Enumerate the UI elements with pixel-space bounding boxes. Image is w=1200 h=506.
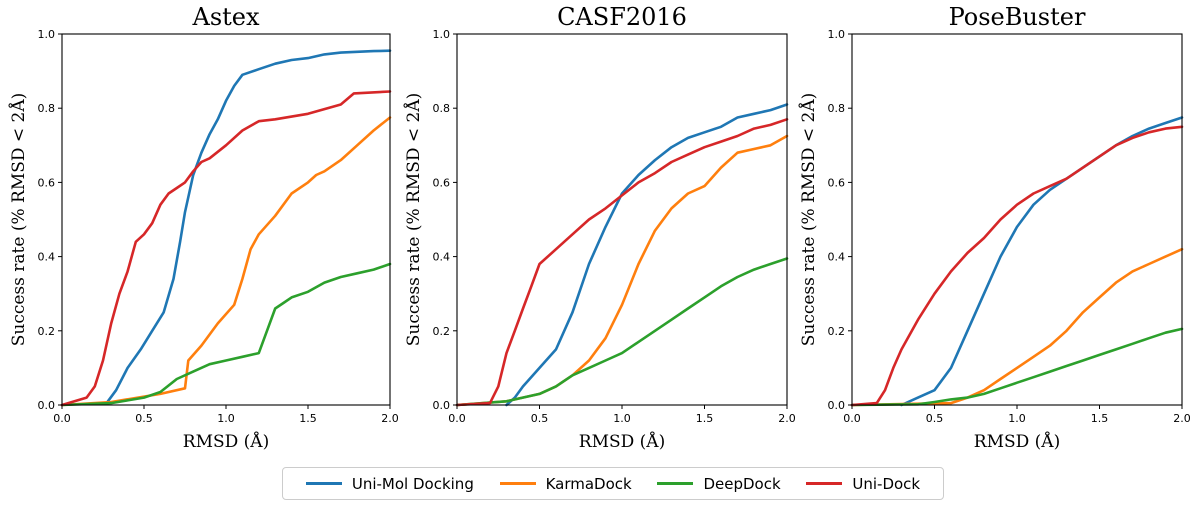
- x-tick-label: 0.5: [135, 412, 153, 425]
- y-axis-label: Success rate (% RMSD < 2Å): [798, 93, 819, 347]
- legend-label: Uni-Mol Docking: [351, 474, 474, 493]
- x-axis-label: RMSD (Å): [183, 431, 269, 452]
- plot-frame: [456, 33, 788, 406]
- x-tick-label: 0.0: [448, 412, 466, 425]
- x-tick-label: 1.0: [217, 412, 235, 425]
- y-tick-label: 0.4: [828, 251, 846, 264]
- series-line-uni-mol-docking: [505, 103, 789, 407]
- y-tick-label: 0.0: [433, 399, 451, 412]
- y-tick-label: 0.0: [828, 399, 846, 412]
- legend-label: KarmaDock: [545, 474, 632, 493]
- y-tick-label: 0.8: [828, 102, 846, 115]
- y-tick-label: 1.0: [828, 28, 846, 41]
- series-line-uni-dock: [850, 125, 1184, 407]
- legend-item-karmadock: KarmaDock: [499, 474, 632, 493]
- x-tick-label: 0.0: [843, 412, 861, 425]
- y-tick-label: 0.4: [38, 251, 56, 264]
- x-tick-label: 0.0: [53, 412, 71, 425]
- y-axis-label: Success rate (% RMSD < 2Å): [8, 93, 29, 347]
- y-tick-label: 0.6: [828, 176, 846, 189]
- x-tick-label: 2.0: [778, 412, 796, 425]
- y-tick-label: 0.4: [433, 251, 451, 264]
- x-tick-label: 2.0: [1173, 412, 1191, 425]
- y-tick-label: 0.2: [433, 325, 451, 338]
- legend-label: Uni-Dock: [852, 474, 921, 493]
- y-tick-label: 1.0: [433, 28, 451, 41]
- legend-swatch-karmadock: [499, 482, 536, 485]
- x-tick-label: 1.5: [696, 412, 714, 425]
- y-tick-label: 1.0: [38, 28, 56, 41]
- series-line-karmadock: [850, 247, 1184, 407]
- chart-title: CASF2016: [557, 3, 687, 31]
- legend-label: DeepDock: [703, 474, 781, 493]
- legend-item-uni-dock: Uni-Dock: [806, 475, 920, 493]
- series-line-deepdock: [455, 257, 789, 407]
- chart-title: Astex: [191, 3, 259, 31]
- y-tick-label: 0.2: [38, 325, 56, 338]
- y-tick-label: 0.2: [828, 325, 846, 338]
- legend-swatch-uni-mol-docking: [305, 482, 342, 485]
- legend-swatch-deepdock: [657, 482, 694, 485]
- y-axis-label: Success rate (% RMSD < 2Å): [403, 93, 424, 347]
- series-line-deepdock: [60, 262, 392, 407]
- panel-astex: Astex 0.0 0.5 1.0 1.5 2.0 0.0 0.2 0.4 0.6 0.8 1.0 RM…: [8, 3, 399, 452]
- chart-title: PoseBuster: [949, 3, 1086, 31]
- series-line-karmadock: [455, 134, 789, 407]
- x-axis-label: RMSD (Å): [974, 431, 1060, 452]
- legend-item-uni-mol-docking: Uni-Mol Docking: [305, 474, 474, 493]
- x-tick-label: 1.5: [1091, 412, 1109, 425]
- y-tick-label: 0.6: [38, 176, 56, 189]
- legend-item-deepdock: DeepDock: [657, 474, 781, 493]
- series-line-deepdock: [850, 327, 1184, 407]
- x-tick-label: 1.5: [299, 412, 317, 425]
- y-tick-label: 0.8: [38, 102, 56, 115]
- y-tick-label: 0.0: [38, 399, 56, 412]
- x-tick-label: 2.0: [381, 412, 399, 425]
- x-tick-label: 0.5: [926, 412, 944, 425]
- x-tick-label: 0.5: [531, 412, 549, 425]
- series-line-karmadock: [60, 116, 392, 407]
- series-line-uni-dock: [60, 90, 392, 407]
- x-axis-label: RMSD (Å): [579, 431, 665, 452]
- series-line-uni-mol-docking: [106, 49, 392, 403]
- panel-casf2016: CASF2016 0.0 0.5 1.0 1.5 2.0 0.0 0.2 0.4 0.6 0.8 1.…: [403, 3, 796, 452]
- series-line-uni-mol-docking: [900, 116, 1184, 407]
- x-tick-label: 1.0: [613, 412, 631, 425]
- y-tick-label: 0.6: [433, 176, 451, 189]
- series-line-uni-dock: [455, 118, 789, 407]
- legend: Uni-Mol Docking KarmaDock DeepDock Uni-D…: [282, 467, 944, 500]
- legend-swatch-uni-dock: [806, 482, 843, 485]
- panel-posebuster: PoseBuster 0.0 0.5 1.0 1.5 2.0 0.0 0.2 0.4 0.6 0.8…: [798, 3, 1191, 452]
- plot-frame: [61, 33, 391, 406]
- y-tick-label: 0.8: [433, 102, 451, 115]
- x-tick-label: 1.0: [1008, 412, 1026, 425]
